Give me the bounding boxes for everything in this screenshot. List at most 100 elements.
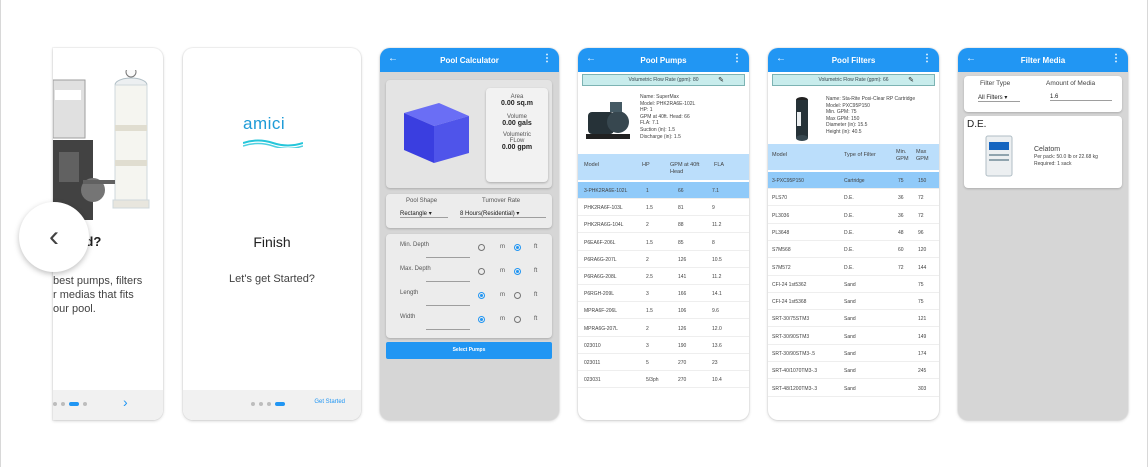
- filter-table-row[interactable]: SRT-40/1070TM3-.3 Sand 245: [768, 362, 939, 380]
- dimension-label: Min. Depth: [400, 242, 430, 248]
- flow-value: 0.00 gpm: [501, 144, 533, 151]
- next-chevron-icon[interactable]: ›: [123, 394, 128, 410]
- filter-table-row[interactable]: CFI-24 1st5368 Sand 75: [768, 293, 939, 311]
- header-max-gpm: Max GPM: [916, 149, 929, 162]
- media-result-card[interactable]: D.E. Celatom Per pack: 50.0 lb or 22.68 …: [964, 116, 1122, 188]
- filter-table-row[interactable]: PL3648 D.E. 48 96: [768, 224, 939, 241]
- product-name: Celatom: [1034, 146, 1061, 153]
- unit-ft-radio[interactable]: [514, 268, 521, 275]
- table-cell: D.E.: [844, 212, 854, 219]
- unit-ft-radio[interactable]: [514, 316, 521, 323]
- filter-table-row[interactable]: 3-PXC95P150 Cartridge 75 150: [768, 172, 939, 189]
- filter-table-row[interactable]: SRT-30/75STM3 Sand 121: [768, 310, 939, 328]
- table-cell: 75: [918, 281, 924, 288]
- table-cell: 3: [646, 291, 649, 298]
- dimension-input[interactable]: [426, 324, 470, 330]
- pump-table-row[interactable]: P6EA6F-206L 1.5 85 8: [578, 234, 749, 251]
- back-arrow-icon[interactable]: ←: [586, 53, 596, 64]
- unit-ft-radio[interactable]: [514, 244, 521, 251]
- flow-rate-bar[interactable]: Volumetric Flow Rate (gpm): 80 ✎: [582, 74, 745, 86]
- onboarding-bottom-bar: [183, 390, 361, 420]
- more-vert-icon[interactable]: ⋮: [732, 53, 742, 64]
- filter-type-dropdown[interactable]: All Filters ▾: [978, 94, 1020, 102]
- header-gpm: GPM at 40ft Head: [670, 162, 700, 175]
- more-vert-icon[interactable]: ⋮: [1111, 53, 1121, 64]
- unit-m-radio[interactable]: [478, 244, 485, 251]
- pool-shape-dropdown[interactable]: Rectangle ▾: [400, 210, 448, 218]
- back-arrow-icon[interactable]: ←: [776, 53, 786, 64]
- table-cell: 1.5: [646, 205, 653, 212]
- pool-3d-shape-image: [404, 103, 469, 163]
- onboarding-card-finish: amici Finish Let's get Started? Get Star…: [183, 48, 361, 420]
- pump-table-row[interactable]: 023010 3 190 13.6: [578, 337, 749, 354]
- amount-input[interactable]: 1.6: [1050, 94, 1112, 101]
- table-cell: PL3036: [772, 212, 790, 219]
- back-arrow-icon[interactable]: ←: [388, 53, 398, 64]
- filter-table-row[interactable]: CFI-24 1st5362 Sand 75: [768, 276, 939, 293]
- table-cell: 126: [678, 256, 687, 263]
- unit-ft-label: ft: [534, 292, 538, 298]
- turnover-label: Turnover Rate: [482, 198, 521, 204]
- filter-table-row[interactable]: S7M572 D.E. 72 144: [768, 259, 939, 276]
- dimension-input[interactable]: [426, 276, 470, 282]
- info-line: Diameter (in): 15.5: [826, 122, 868, 129]
- finish-subtitle: Let's get Started?: [229, 273, 315, 285]
- table-cell: 120: [918, 247, 927, 254]
- table-cell: 023031: [584, 377, 601, 384]
- filter-table-row[interactable]: SRT-30/90STM3-.5 Sand 174: [768, 345, 939, 362]
- filter-table-row[interactable]: SRT-48/1200TM3-.3 Sand 303: [768, 380, 939, 397]
- table-cell: 144: [918, 264, 927, 271]
- filter-table-row[interactable]: SRT-30/90STM3 Sand 149: [768, 328, 939, 345]
- unit-m-label: m: [500, 316, 505, 322]
- table-cell: D.E.: [844, 229, 854, 236]
- table-cell: SRT-30/90STM3: [772, 333, 810, 340]
- pump-table-row[interactable]: PHK2RA6G-104L 2 88 11.2: [578, 216, 749, 234]
- pumps-table-header: Model HP GPM at 40ft Head FLA: [578, 154, 749, 180]
- pump-table-row[interactable]: 023011 5 270 23: [578, 354, 749, 371]
- pump-table-row[interactable]: P6RGH-209L 3 166 14.1: [578, 285, 749, 303]
- table-cell: 3-PXC95P150: [772, 178, 804, 184]
- unit-m-radio[interactable]: [478, 268, 485, 275]
- unit-m-radio[interactable]: [478, 292, 485, 299]
- select-pumps-button[interactable]: Select Pumps: [386, 342, 552, 359]
- pump-table-row[interactable]: P6RA6G-207L 2 126 10.5: [578, 251, 749, 268]
- header-hp: HP: [642, 162, 650, 168]
- pump-table-row[interactable]: P6RA6G-208L 2.5 141 11.2: [578, 268, 749, 285]
- screen-title: Pool Pumps: [640, 55, 687, 65]
- table-cell: SRT-48/1200TM3-.3: [772, 385, 818, 392]
- pump-table-row[interactable]: MPRA6G-207L 2 126 12.0: [578, 320, 749, 337]
- onboarding-desc-line-3: our pool.: [53, 303, 96, 315]
- info-line: Name: SuperMax: [640, 94, 679, 100]
- unit-ft-radio[interactable]: [514, 292, 521, 299]
- filter-table-row[interactable]: S7M568 D.E. 60 120: [768, 241, 939, 259]
- pump-table-row[interactable]: 023031 5/3ph 270 10.4: [578, 371, 749, 389]
- get-started-button[interactable]: Get Started: [314, 399, 345, 405]
- table-cell: 1: [646, 188, 649, 194]
- dimension-label: Max. Depth: [400, 266, 431, 272]
- edit-pencil-icon[interactable]: ✎: [718, 77, 724, 84]
- more-vert-icon[interactable]: ⋮: [922, 53, 932, 64]
- table-cell: PLS70: [772, 195, 788, 202]
- filter-table-row[interactable]: PLS70 D.E. 36 72: [768, 189, 939, 207]
- table-cell: 174: [918, 351, 927, 357]
- more-vert-icon[interactable]: ⋮: [542, 53, 552, 64]
- flow-rate-bar[interactable]: Volumetric Flow Rate (gpm): 66 ✎: [772, 74, 935, 86]
- dimension-input[interactable]: [426, 252, 470, 258]
- pump-table-row[interactable]: MPRA6F-206L 1.5 106 9.6: [578, 302, 749, 320]
- table-cell: P6EA6F-206L: [584, 239, 616, 246]
- unit-m-label: m: [500, 244, 505, 250]
- filter-table-row[interactable]: PL3036 D.E. 36 72: [768, 207, 939, 224]
- dimension-input[interactable]: [426, 300, 470, 306]
- pump-table-row[interactable]: PHK2RA6F-103L 1.5 81 9: [578, 199, 749, 217]
- table-cell: 106: [678, 308, 687, 315]
- table-cell: SRT-40/1070TM3-.3: [772, 368, 818, 375]
- pump-table-row[interactable]: 3-PHK2RA6E-102L 1 66 7.1: [578, 182, 749, 199]
- chevron-left-icon: ‹: [49, 220, 59, 253]
- screen-title: Pool Calculator: [440, 55, 499, 65]
- prev-slide-button[interactable]: ‹: [19, 202, 89, 272]
- unit-m-radio[interactable]: [478, 316, 485, 323]
- turnover-dropdown[interactable]: 8 Hours(Residential) ▾: [460, 210, 546, 218]
- back-arrow-icon[interactable]: ←: [966, 53, 976, 64]
- edit-pencil-icon[interactable]: ✎: [908, 77, 914, 84]
